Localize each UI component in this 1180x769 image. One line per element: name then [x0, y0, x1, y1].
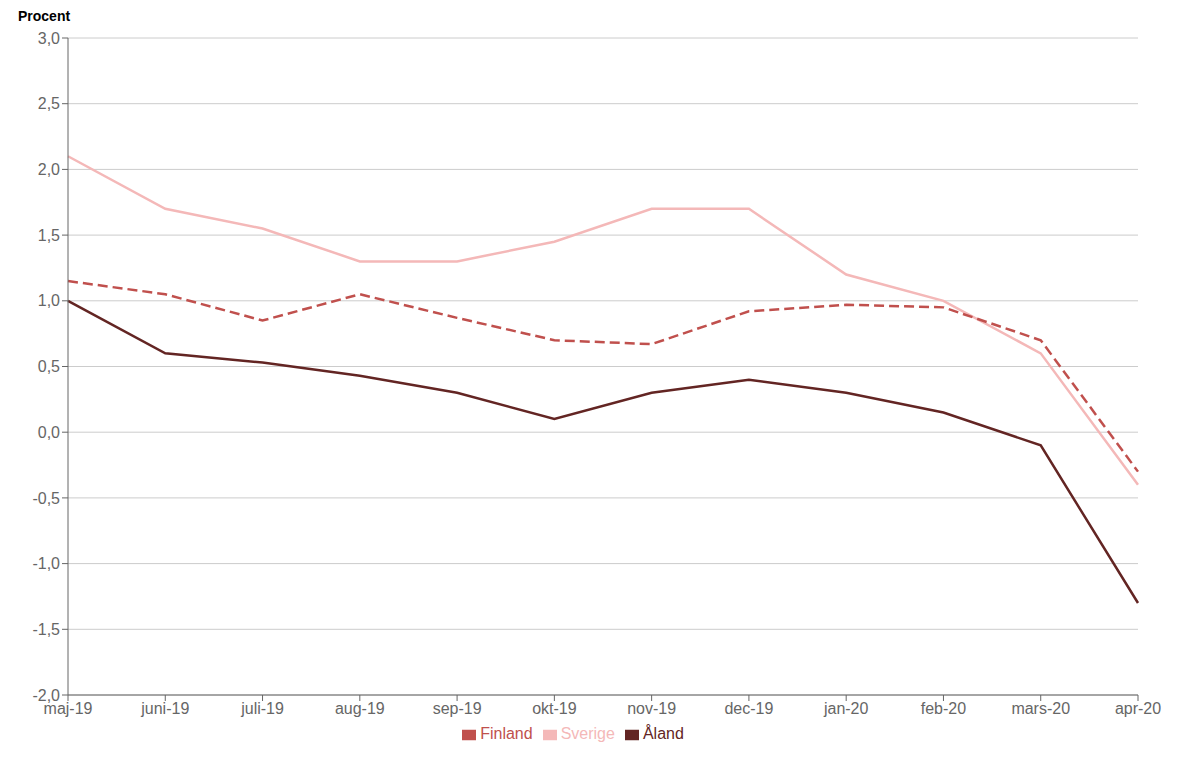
svg-text:1,0: 1,0	[38, 292, 60, 309]
svg-text:3,0: 3,0	[38, 30, 60, 47]
svg-text:feb-20: feb-20	[921, 700, 966, 717]
html-text:Procent: Procent	[18, 8, 71, 24]
svg-text:juli-19: juli-19	[240, 700, 284, 717]
svg-text:jan-20: jan-20	[823, 700, 869, 717]
svg-text:juni-19: juni-19	[140, 700, 189, 717]
svg-text:mars-20: mars-20	[1011, 700, 1070, 717]
svg-text:aug-19: aug-19	[335, 700, 385, 717]
svg-text:-1,5: -1,5	[32, 621, 60, 638]
html-text:Sverige: Sverige	[560, 725, 615, 742]
html-text:Finland: Finland	[480, 725, 533, 742]
svg-text:nov-19: nov-19	[627, 700, 676, 717]
svg-text:2,0: 2,0	[38, 161, 60, 178]
svg-text:-1,0: -1,0	[32, 555, 60, 572]
svg-text:maj-19: maj-19	[43, 700, 93, 718]
svg-text:-0,5: -0,5	[32, 490, 60, 507]
svg-text:-2,0: -2,0	[32, 687, 60, 704]
svg-text:0,5: 0,5	[38, 358, 60, 375]
svg-text:okt-19: okt-19	[532, 700, 577, 717]
html-text:Åland: Åland	[642, 725, 684, 742]
svg-text:sep-19: sep-19	[433, 700, 482, 717]
svg-text:dec-19: dec-19	[724, 700, 773, 717]
svg-text:0,0: 0,0	[38, 424, 60, 441]
svg-text:2,5: 2,5	[38, 95, 60, 112]
svg-text:1,5: 1,5	[38, 227, 60, 244]
svg-text:apr-20: apr-20	[1115, 700, 1161, 717]
